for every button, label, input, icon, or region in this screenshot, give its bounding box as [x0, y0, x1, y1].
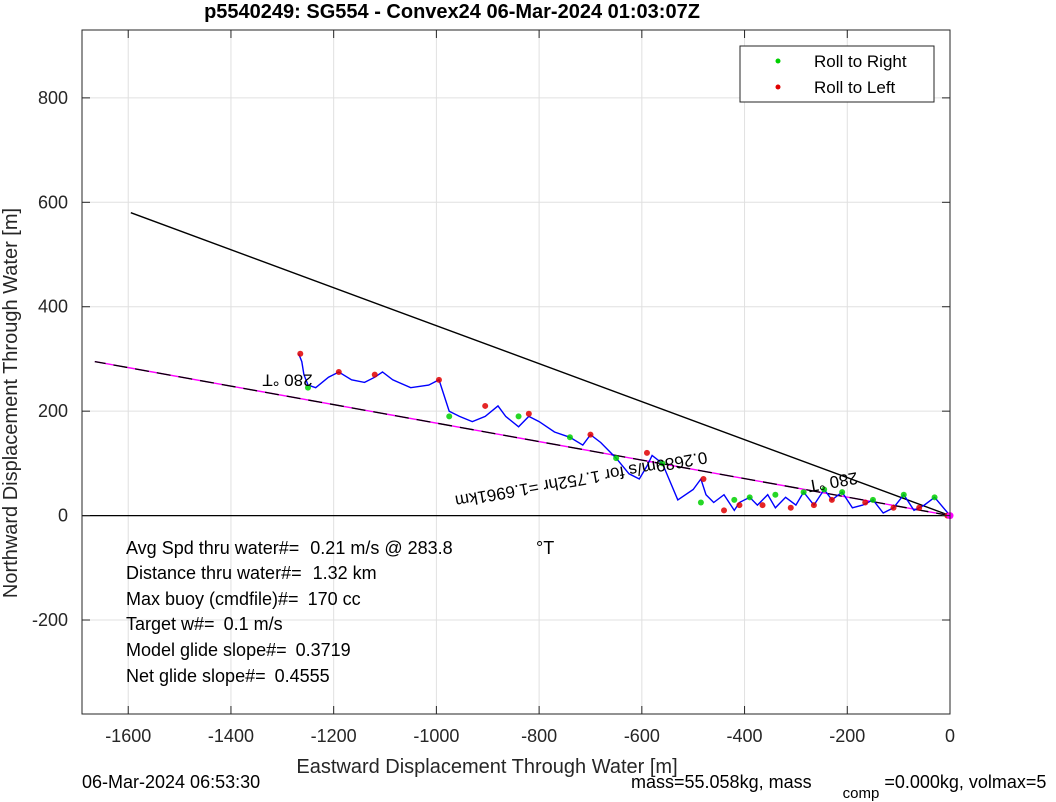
x-axis-label: Eastward Displacement Through Water [m]: [296, 756, 677, 778]
annotation-label-0: 280 °T: [262, 371, 312, 390]
plot-frame: [81, 29, 951, 715]
stat-distance-value: 1.32 km: [313, 563, 377, 583]
y-tick-label: 600: [38, 192, 68, 212]
x-tick-label: -600: [624, 726, 660, 746]
series-marker-roll-to-right: [613, 455, 620, 462]
stat-net-glide-value: 0.4555: [275, 666, 330, 686]
series-marker-roll-to-left: [587, 431, 594, 438]
series-line-3: [298, 353, 951, 517]
series-marker-roll-to-left: [810, 502, 817, 509]
series-marker-roll-to-left: [335, 369, 342, 375]
legend-label-roll-left: Roll to Left: [814, 78, 896, 97]
legend-marker-roll-right: [775, 58, 781, 64]
series-marker-roll-to-left: [721, 507, 728, 514]
series-marker-roll-to-right: [446, 413, 453, 420]
x-tick-label: -400: [727, 726, 763, 746]
series-marker-roll-to-right: [731, 496, 738, 503]
y-tick-label: 800: [38, 88, 68, 108]
stat-target-w-value: 0.1 m/s: [224, 614, 283, 634]
series-marker-roll-to-right: [746, 494, 753, 501]
series-marker-roll-to-right: [839, 489, 846, 496]
y-axis-label: Northward Displacement Through Water [m]: [0, 208, 22, 598]
x-tick-label: 0: [945, 726, 955, 746]
series-marker-roll-to-left: [787, 504, 794, 511]
plot-background: [82, 30, 950, 714]
footer-mass-info: mass=55.058kg, mass comp =0.000kg, volma…: [631, 772, 1047, 802]
series-marker-roll-to-left: [371, 371, 378, 378]
stat-net-glide-label: Net glide slope#=: [126, 666, 266, 686]
stat-model-glide: Model glide slope#= 0.3719: [126, 640, 351, 660]
stat-max-buoy-value: 170 cc: [308, 589, 361, 609]
series-marker-roll-to-right: [659, 460, 666, 467]
tick-layer: -1600 -1400 -1200 -1000 -800 -600 -400 -200 0 -20…: [32, 30, 955, 746]
series-marker-roll-to-left: [435, 376, 442, 383]
stat-max-buoy-label: Max buoy (cmdfile)#=: [126, 589, 299, 609]
series-marker-roll-to-right: [931, 494, 938, 501]
stat-distance-label: Distance thru water#=: [126, 563, 302, 583]
series-marker-roll-to-left: [482, 402, 489, 409]
y-tick-label: 400: [38, 297, 68, 317]
y-tick-label: 0: [58, 506, 68, 526]
legend-marker-roll-left: [775, 84, 781, 90]
stat-model-glide-value: 0.3719: [296, 640, 351, 660]
footer-mass-suffix: =0.000kg, volmax=5: [884, 772, 1047, 792]
stat-max-buoy: Max buoy (cmdfile)#= 170 cc: [126, 589, 361, 609]
series-marker-roll-to-left: [890, 504, 897, 511]
series-marker-roll-to-left: [297, 350, 304, 357]
stat-target-w-label: Target w#=: [126, 614, 215, 634]
stat-distance: Distance thru water#= 1.32 km: [126, 563, 377, 583]
series-marker-roll-to-right: [900, 491, 907, 498]
footer-timestamp: 06-Mar-2024 06:53:30: [82, 772, 261, 792]
stat-avg-speed-label: Avg Spd thru water#=: [126, 538, 299, 558]
series-marker-roll-to-right: [304, 384, 311, 391]
series-marker-roll-to-right: [772, 491, 779, 498]
x-tick-label: -1600: [105, 726, 151, 746]
x-tick-label: -1200: [311, 726, 357, 746]
x-tick-label: -1400: [208, 726, 254, 746]
legend-box: [739, 45, 935, 103]
legend: Roll to Right Roll to Left: [739, 45, 935, 103]
series-marker-roll-to-right: [566, 434, 573, 441]
series-marker-roll-to-left: [759, 502, 766, 509]
series-marker-roll-to-right: [515, 413, 522, 420]
stat-avg-speed-value: 0.21 m/s @ 283.8: [310, 538, 452, 558]
y-tick-label: 200: [38, 401, 68, 421]
stats-block: Avg Spd thru water#= 0.21 m/s @ 283.8 °T…: [126, 538, 554, 686]
series-marker-roll-to-right: [697, 499, 704, 506]
series-marker-roll-to-left: [828, 496, 835, 503]
footer-mass-subscript: comp: [842, 785, 880, 802]
stat-net-glide: Net glide slope#= 0.4555: [126, 666, 330, 686]
stat-avg-speed-unit: °T: [536, 538, 554, 558]
series-line-2: [94, 360, 951, 517]
series-marker-roll-to-left: [862, 499, 869, 506]
series-line-0: [130, 212, 951, 517]
stat-target-w: Target w#= 0.1 m/s: [126, 614, 283, 634]
series-marker-roll-to-left: [916, 504, 923, 511]
series-marker-roll-to-left: [525, 410, 532, 417]
stat-avg-speed: Avg Spd thru water#= 0.21 m/s @ 283.8: [126, 538, 453, 558]
x-tick-label: -1000: [413, 726, 459, 746]
series-marker-roll-to-left: [700, 476, 707, 483]
legend-label-roll-right: Roll to Right: [814, 52, 907, 71]
y-tick-label: -200: [32, 610, 68, 630]
series-marker-roll-to-left: [643, 449, 650, 456]
series-marker-roll-to-right: [869, 496, 876, 503]
footer-mass-prefix: mass=55.058kg, mass: [631, 772, 812, 792]
series-marker-roll-to-left: [736, 502, 743, 509]
chart-title: p5540249: SG554 - Convex24 06-Mar-2024 0…: [204, 1, 700, 23]
x-tick-label: -200: [829, 726, 865, 746]
data-layer: [82, 212, 954, 520]
x-tick-label: -800: [521, 726, 557, 746]
series-marker-roll-to-right: [800, 489, 807, 496]
stat-model-glide-label: Model glide slope#=: [126, 640, 287, 660]
series-marker-roll-to-right: [821, 486, 828, 493]
